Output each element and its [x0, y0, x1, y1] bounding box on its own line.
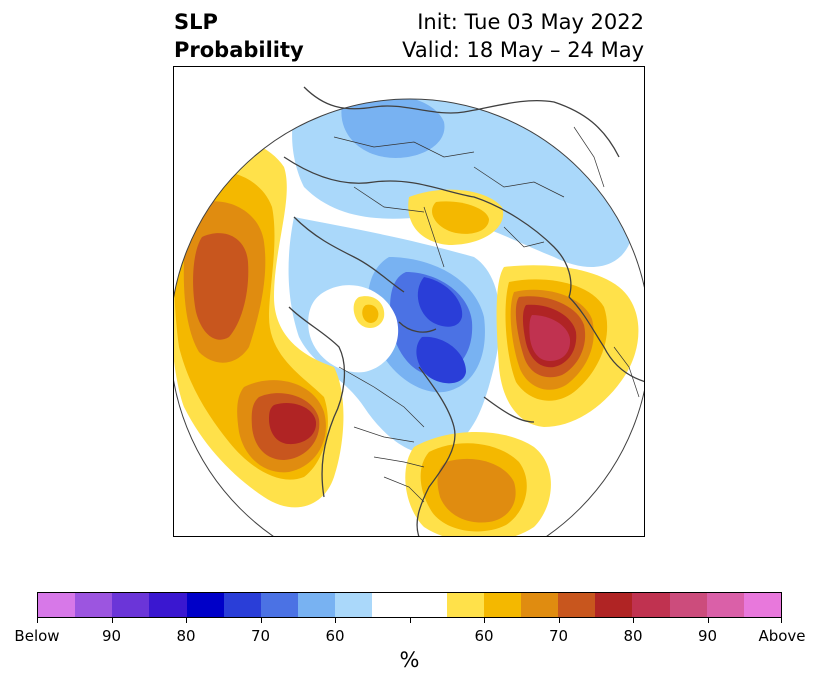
colorbar-unit-label: %	[399, 648, 420, 672]
colorbar-segment	[632, 593, 670, 617]
darkorange-region-atlantic	[437, 458, 516, 523]
colorbar-segment	[706, 593, 744, 617]
colorbar-tick	[558, 618, 560, 623]
colorbar-tick-label: 60	[325, 627, 345, 645]
colorbar-tick	[37, 618, 38, 623]
colorbar-segment	[112, 593, 150, 617]
colorbar-tick	[409, 618, 411, 623]
polar-stereographic-map	[174, 86, 644, 536]
colorbar-tick	[111, 618, 113, 623]
colorbar	[37, 592, 782, 618]
colorbar-tick	[335, 618, 336, 623]
orange-region-pole	[362, 304, 379, 323]
colorbar-tick	[186, 618, 187, 623]
colorbar-tick-label: 70	[250, 627, 271, 645]
coastlines	[283, 86, 644, 536]
red-region-gulf-alaska	[269, 402, 317, 445]
colorbar-tick-label: 80	[623, 627, 643, 645]
colorbar-segment	[75, 593, 113, 617]
colorbar-segment	[446, 593, 484, 617]
colorbar-tick-label: 90	[101, 627, 122, 645]
colorbar-segment	[260, 593, 299, 617]
colorbar-segment	[298, 593, 336, 617]
title-variable: SLP	[174, 10, 218, 34]
colorbar-segment	[372, 593, 447, 617]
probability-map	[173, 66, 645, 537]
brown-region-pacific	[193, 233, 249, 340]
colorbar-tick-label: 90	[697, 627, 718, 645]
colorbar-tick	[633, 618, 634, 623]
colorbar-tick	[260, 618, 262, 623]
colorbar-ticks: Below 90 80 70 60 60 70 80 90 Above	[14, 618, 806, 645]
colorbar-tick	[707, 618, 709, 623]
colorbar-segment	[38, 593, 76, 617]
colorbar-segment	[521, 593, 559, 617]
colorbar-segment	[186, 593, 224, 617]
init-date: Init: Tue 03 May 2022	[417, 10, 644, 34]
orange-region-siberia	[431, 201, 489, 234]
title-product: Probability	[174, 38, 304, 62]
colorbar-tick	[484, 618, 485, 623]
colorbar-tick-label: 70	[548, 627, 569, 645]
colorbar-tick-label: Below	[14, 627, 60, 645]
colorbar-tick-label: 80	[176, 627, 196, 645]
country-borders	[333, 126, 640, 503]
colorbar-tick-label: Above	[758, 627, 806, 645]
valid-period: Valid: 18 May – 24 May	[402, 38, 644, 62]
colorbar-segment	[669, 593, 707, 617]
colorbar-segment	[483, 593, 522, 617]
map-title-left: SLP Probability	[174, 8, 304, 64]
blue-region-canada-core	[416, 336, 466, 384]
colorbar-segment	[149, 593, 187, 617]
crimson-region-europe	[529, 315, 571, 361]
colorbar-segment	[335, 593, 373, 617]
blue-region-arctic-core	[417, 277, 463, 327]
colorbar-segment	[558, 593, 596, 617]
colorbar-tick	[781, 618, 782, 623]
colorbar-segment	[223, 593, 261, 617]
colorbar-segment	[595, 593, 633, 617]
colorbar-segment	[743, 593, 782, 617]
map-title-right: Init: Tue 03 May 2022 Valid: 18 May – 24…	[402, 8, 644, 64]
hemisphere-edge	[174, 98, 644, 536]
colorbar-tick-label: 60	[474, 627, 494, 645]
